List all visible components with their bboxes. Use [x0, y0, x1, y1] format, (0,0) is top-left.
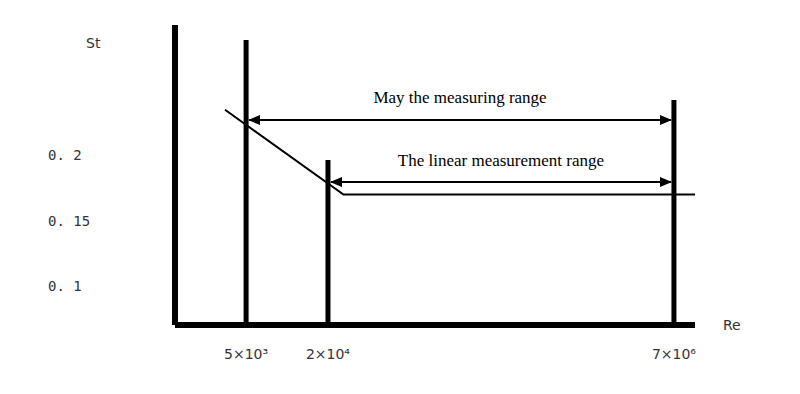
- svg-text:St: St: [86, 35, 101, 51]
- svg-text:May the measuring range: May the measuring range: [373, 88, 546, 107]
- svg-text:0. 2: 0. 2: [48, 147, 82, 163]
- svg-text:5×10³: 5×10³: [224, 346, 268, 362]
- svg-text:7×10⁶: 7×10⁶: [652, 346, 696, 362]
- svg-text:The linear measurement range: The linear measurement range: [398, 151, 604, 170]
- svg-text:0. 1: 0. 1: [48, 278, 82, 294]
- svg-text:Re: Re: [723, 317, 741, 333]
- svg-text:0. 15: 0. 15: [48, 213, 90, 229]
- svg-text:2×10⁴: 2×10⁴: [306, 346, 350, 362]
